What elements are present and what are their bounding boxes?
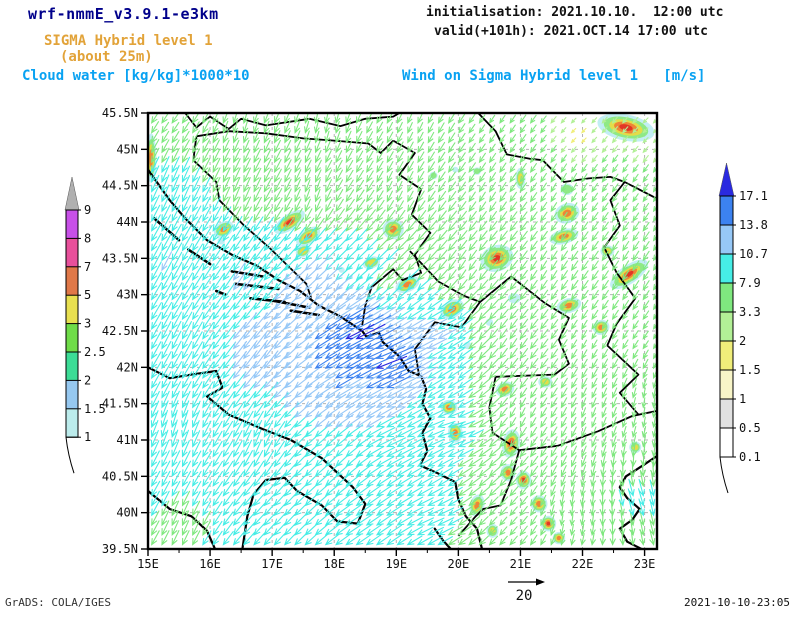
- axis-tick-label: 17.1: [739, 189, 768, 203]
- axis-tick-label: 21E: [510, 557, 532, 571]
- coastline: [433, 527, 453, 549]
- island: [187, 248, 212, 266]
- axis-tick-label: 17E: [261, 557, 283, 571]
- wind-arrows: [314, 304, 422, 389]
- axis-tick-label: 2.5: [84, 345, 106, 359]
- axis-tick-label: 41.5N: [102, 397, 138, 411]
- cloud-blob: [452, 166, 459, 173]
- cloud-blob: [629, 441, 642, 454]
- axis-tick-label: 44.5N: [102, 179, 138, 193]
- wind-vector-field: [150, 113, 657, 546]
- wind-arrows: [550, 113, 657, 164]
- valid-time-line: valid(+101h): 2021.OCT.14 17:00 utc: [434, 24, 708, 39]
- axis-tick-label: 40N: [116, 506, 138, 520]
- axis-tick-label: 0.5: [739, 421, 761, 435]
- axis-tick-label: 42.5N: [102, 324, 138, 338]
- island: [289, 309, 320, 317]
- country-border: [519, 410, 657, 452]
- axis-tick-label: 2: [84, 373, 91, 387]
- wind-field-title: Wind on Sigma Hybrid level 1 [m/s]: [402, 68, 706, 84]
- axis-tick-label: 44N: [116, 215, 138, 229]
- axis-tick-label: 3.3: [739, 305, 761, 319]
- cloud-water-colorbar: 9 8 7 5 3 2.5 2 1.5 1: [64, 176, 106, 474]
- axis-tick-label: 41N: [116, 433, 138, 447]
- render-timestamp: 2021-10-10-23:05: [684, 596, 790, 609]
- axis-tick-label: 39.5N: [102, 542, 138, 556]
- map-axes: 15E 16E 17E 18E 19E 20E 21E 22E 23E 45.5N 45N 44.5N…: [102, 106, 659, 571]
- cloud-blob: [395, 275, 420, 294]
- model-title: wrf-nmmE_v3.9.1-e3km: [28, 5, 219, 23]
- country-border: [457, 449, 521, 537]
- wind-arrows: [570, 127, 587, 144]
- axis-tick-label: 43N: [116, 288, 138, 302]
- axis-tick-label: 43.5N: [102, 251, 138, 265]
- wind-arrows: [150, 156, 656, 546]
- axis-tick-label: 20E: [448, 557, 470, 571]
- level-title-line2: (about 25m): [60, 49, 153, 65]
- wind-speed-colorbar: 17.1 13.8 10.7 7.9 3.3 2 1.5 1 0.5 0.1: [718, 162, 768, 494]
- axis-tick-label: 1.5: [739, 363, 761, 377]
- wind-reference-arrow: 20: [508, 578, 545, 604]
- axis-tick-label: 7.9: [739, 276, 761, 290]
- axis-tick-label: 13.8: [739, 218, 768, 232]
- coastline: [148, 366, 367, 549]
- axis-tick-label: 1: [739, 392, 746, 406]
- country-border: [488, 376, 520, 451]
- axis-tick-label: 3: [84, 317, 91, 331]
- initialisation-line: initialisation: 2021.10.10. 12:00 utc: [426, 5, 724, 20]
- cloud-blob: [382, 219, 404, 240]
- axis-tick-label: 7: [84, 260, 91, 274]
- axis-tick-label: 8: [84, 231, 91, 245]
- axis-tick-label: 23E: [634, 557, 656, 571]
- wind-arrows: [345, 323, 408, 369]
- wind-arrows: [150, 113, 657, 546]
- axis-tick-label: 2: [739, 334, 746, 348]
- axis-tick-label: 20: [516, 588, 533, 604]
- axis-tick-label: 10.7: [739, 247, 768, 261]
- axis-tick-label: 5: [84, 288, 91, 302]
- axis-tick-label: 1: [84, 430, 91, 444]
- axis-tick-label: 15E: [137, 557, 159, 571]
- axis-tick-label: 19E: [385, 557, 407, 571]
- cloud-water-field-title: Cloud water [kg/kg]*1000*10: [22, 68, 250, 84]
- axis-tick-label: 0.1: [739, 450, 761, 464]
- cloud-blob: [429, 171, 438, 180]
- axis-tick-label: 1.5: [84, 402, 106, 416]
- axis-tick-label: 16E: [199, 557, 221, 571]
- axis-tick-label: 45.5N: [102, 106, 138, 120]
- axis-tick-label: 9: [84, 203, 91, 217]
- axis-tick-label: 42N: [116, 360, 138, 374]
- axis-tick-label: 45N: [116, 142, 138, 156]
- level-title-line1: SIGMA Hybrid level 1: [44, 33, 213, 49]
- cloud-blob: [556, 297, 582, 314]
- axis-tick-label: 18E: [323, 557, 345, 571]
- grads-credit: GrADS: COLA/IGES: [5, 596, 111, 609]
- axis-tick-label: 22E: [572, 557, 594, 571]
- axis-tick-label: 40.5N: [102, 469, 138, 483]
